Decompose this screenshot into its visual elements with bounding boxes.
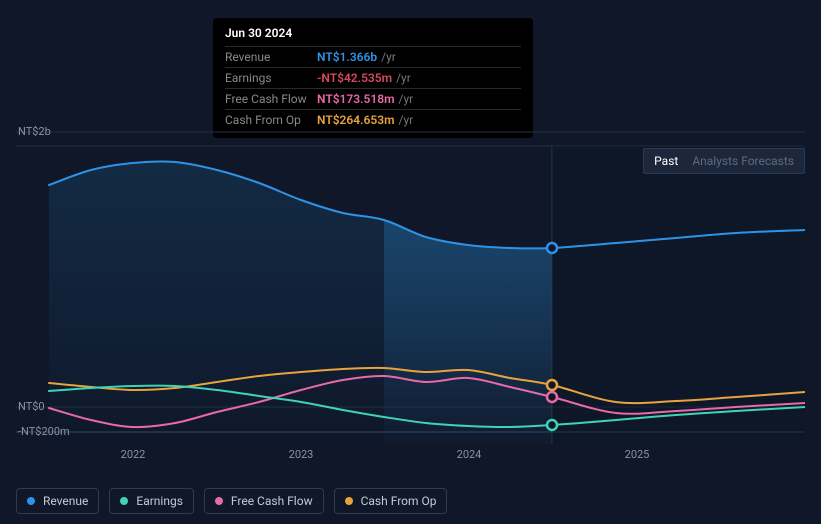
tooltip-unit: /yr	[399, 92, 414, 106]
legend-dot	[27, 497, 35, 505]
legend-label: Free Cash Flow	[231, 494, 313, 508]
tab-forecast[interactable]: Analysts Forecasts	[692, 154, 794, 168]
tooltip-label: Earnings	[225, 71, 317, 85]
tooltip-value: NT$173.518m	[317, 92, 395, 106]
legend-dot	[345, 497, 353, 505]
y-tick-label: -NT$200m	[18, 425, 70, 438]
x-tick-label: 2023	[289, 448, 314, 461]
legend-label: Earnings	[136, 494, 183, 508]
chart-tabs: Past Analysts Forecasts	[643, 148, 805, 174]
legend-item-free-cash-flow[interactable]: Free Cash Flow	[204, 488, 324, 514]
legend-label: Cash From Op	[361, 494, 437, 508]
y-tick-label: NT$0	[18, 400, 45, 413]
legend: Revenue Earnings Free Cash Flow Cash From O…	[16, 488, 447, 514]
tooltip-label: Free Cash Flow	[225, 92, 317, 106]
tooltip-row: Earnings-NT$42.535m/yr	[225, 67, 521, 88]
x-tick-label: 2022	[121, 448, 146, 461]
legend-label: Revenue	[43, 494, 88, 508]
tooltip-row: Free Cash FlowNT$173.518m/yr	[225, 88, 521, 109]
tooltip-date: Jun 30 2024	[225, 26, 521, 46]
tooltip-label: Revenue	[225, 50, 317, 64]
legend-item-revenue[interactable]: Revenue	[16, 488, 99, 514]
tooltip-value: NT$1.366b	[317, 50, 377, 64]
legend-dot	[215, 497, 223, 505]
tooltip-unit: /yr	[381, 50, 396, 64]
x-axis-labels: 2022 2023 2024 2025	[16, 448, 805, 468]
tab-past[interactable]: Past	[654, 154, 678, 168]
tooltip-row: RevenueNT$1.366b/yr	[225, 46, 521, 67]
marker-free-cash-flow	[547, 392, 557, 402]
marker-revenue	[547, 243, 557, 253]
y-tick-label: NT$2b	[18, 125, 51, 138]
marker-earnings	[547, 420, 557, 430]
legend-item-earnings[interactable]: Earnings	[109, 488, 194, 514]
x-tick-label: 2024	[457, 448, 482, 461]
legend-item-cash-from-op[interactable]: Cash From Op	[334, 488, 448, 514]
tooltip-unit: /yr	[396, 71, 411, 85]
legend-dot	[120, 497, 128, 505]
tooltip-value: -NT$42.535m	[317, 71, 392, 85]
marker-cash-from-op	[547, 380, 557, 390]
x-tick-label: 2025	[625, 448, 650, 461]
chart-area[interactable]: Past Analysts Forecasts NT$2b NT$0 -NT$200…	[16, 120, 805, 444]
